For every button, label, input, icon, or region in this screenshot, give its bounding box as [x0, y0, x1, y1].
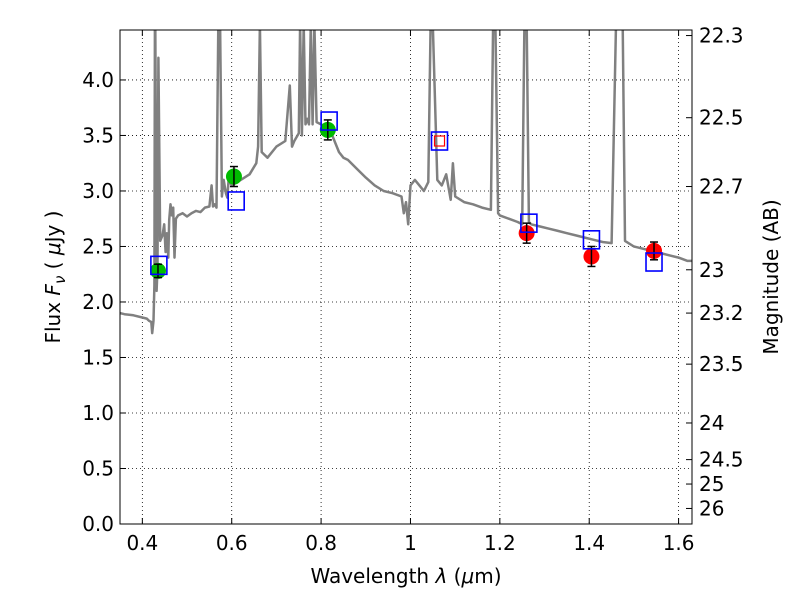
y-tick-label: 2.0 [82, 290, 114, 314]
right-tick-label: 22.7 [699, 175, 744, 199]
model-flux-square-inner [433, 135, 446, 147]
model-flux-square [227, 191, 245, 211]
model-flux-square [582, 230, 601, 250]
ticks: 0.4 0.6 0.8 1 1.2 1.4 1.6 0.0 0.5 1.0 1.5 2.0 2.5 3.0… [82, 24, 743, 555]
x-tick-label: 0.6 [216, 531, 248, 555]
x-tick-label: 0.4 [126, 531, 158, 555]
x-tick-label: 1 [404, 531, 417, 555]
plot-frame [119, 29, 693, 525]
y-tick-label: 0.0 [82, 512, 114, 536]
y-tick-label: 1.5 [82, 345, 114, 369]
model-spectrum-line [120, 30, 692, 335]
axes-frame [119, 29, 693, 525]
y-tick-label: 2.5 [82, 234, 114, 258]
model-flux-square [430, 131, 449, 151]
y-axis-label: Flux Fν ( μJy ) [41, 210, 69, 343]
right-tick-label: 22.3 [699, 24, 744, 48]
y-tick-label: 1.0 [82, 401, 114, 425]
right-axis-label: Magnitude (AB) [759, 199, 783, 354]
right-tick-label: 22.5 [699, 106, 744, 130]
right-tick-label: 24 [699, 411, 724, 435]
right-tick-label: 23.5 [699, 352, 744, 376]
y-tick-label: 3.5 [82, 123, 114, 147]
right-tick-label: 23 [699, 258, 724, 282]
right-tick-label: 25 [699, 472, 724, 496]
plot-area [120, 30, 692, 335]
x-tick-label: 1.4 [573, 531, 605, 555]
right-tick-label: 23.2 [699, 301, 744, 325]
model-flux-square [150, 255, 168, 276]
grid [120, 30, 692, 525]
y-tick-label: 3.0 [82, 179, 114, 203]
model-flux-square [520, 213, 538, 233]
right-tick-label: 24.5 [699, 448, 744, 472]
x-tick-label: 0.8 [305, 531, 337, 555]
x-tick-label: 1.6 [663, 531, 695, 555]
x-axis-label: Wavelength λ (μm) [310, 564, 501, 588]
model-flux-square [320, 111, 338, 131]
x-tick-label: 1.2 [484, 531, 516, 555]
y-tick-label: 0.5 [82, 456, 114, 480]
right-tick-label: 26 [699, 496, 724, 520]
y-tick-label: 4.0 [82, 68, 114, 92]
model-flux-square [645, 252, 663, 272]
